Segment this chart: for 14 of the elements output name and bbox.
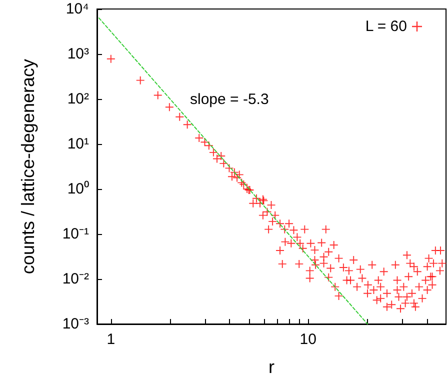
y-tick-label: 10⁴: [66, 0, 89, 18]
x-tick-label: 10: [300, 331, 316, 348]
y-tick-label: 10³: [67, 46, 89, 62]
y-tick-label: 10⁻³: [62, 316, 89, 332]
legend-label: L = 60: [365, 18, 407, 35]
x-axis-title: r: [268, 357, 274, 377]
y-tick-label: 10⁻¹: [62, 226, 89, 242]
y-tick-label: 10⁰: [67, 180, 89, 198]
y-tick-label: 10²: [67, 90, 89, 108]
y-tick-label: 10⁻²: [62, 270, 89, 288]
y-axis-title: counts / lattice-degeneracy: [18, 58, 38, 274]
y-tick-label: 10¹: [67, 136, 89, 152]
annotation: slope = -5.3: [190, 91, 269, 108]
x-tick-label: 1: [106, 331, 116, 348]
